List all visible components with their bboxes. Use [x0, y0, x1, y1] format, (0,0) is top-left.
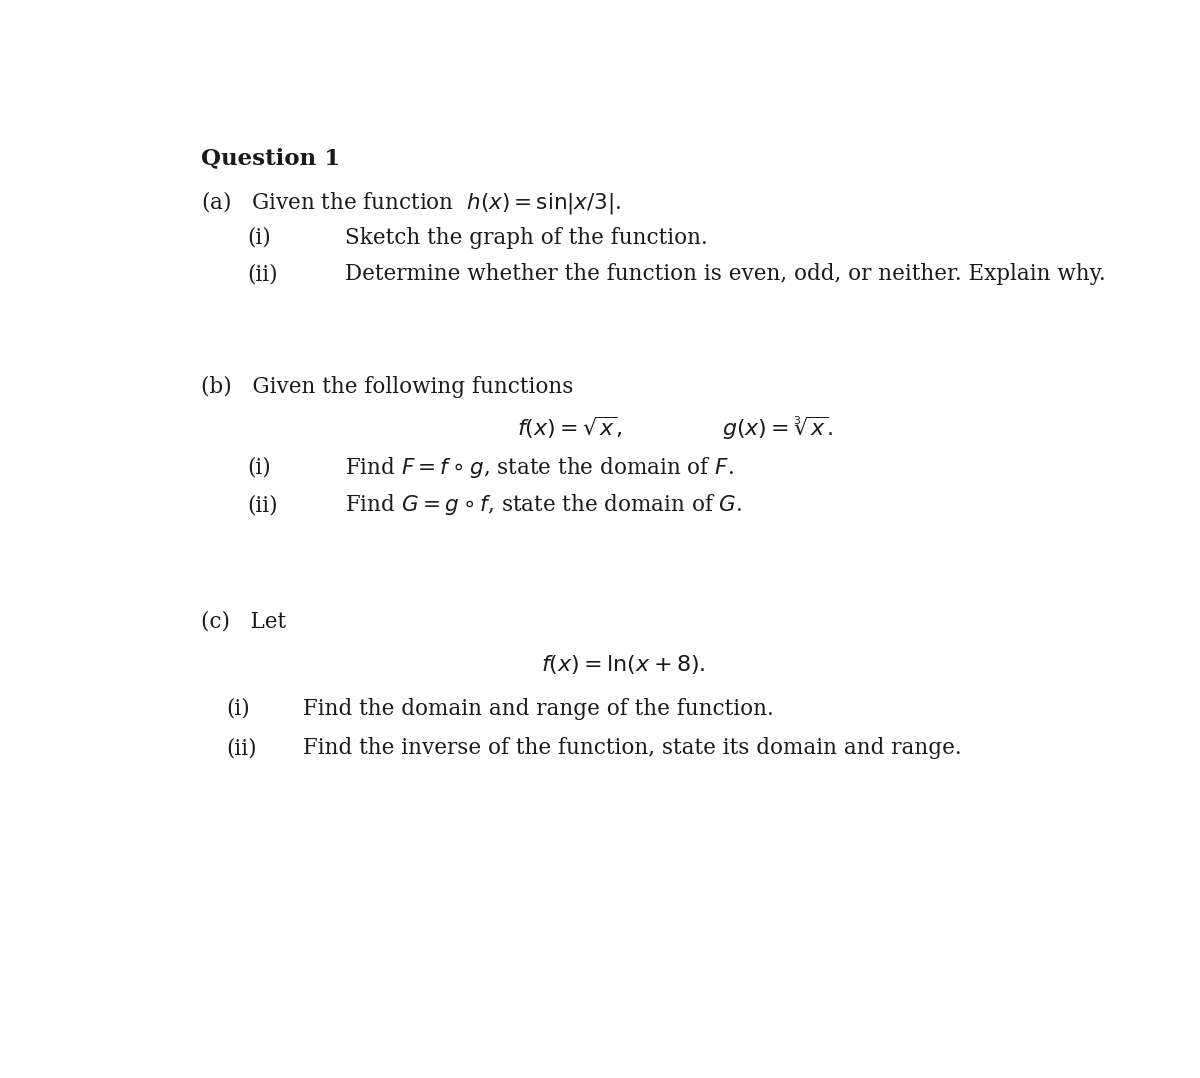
- Text: Find $F = f \circ g$, state the domain of $F$.: Find $F = f \circ g$, state the domain o…: [346, 455, 734, 480]
- Text: (a)   Given the function  $h(x) = \sin|x/3|$.: (a) Given the function $h(x) = \sin|x/3|…: [202, 189, 622, 216]
- Text: (ii): (ii): [247, 263, 278, 286]
- Text: $f(x) = \ln(x + 8).$: $f(x) = \ln(x + 8).$: [540, 652, 706, 676]
- Text: (i): (i): [247, 457, 271, 479]
- Text: Question 1: Question 1: [202, 148, 341, 169]
- Text: (ii): (ii): [247, 494, 278, 516]
- Text: Determine whether the function is even, odd, or neither. Explain why.: Determine whether the function is even, …: [346, 263, 1106, 286]
- Text: Find the inverse of the function, state its domain and range.: Find the inverse of the function, state …: [304, 737, 962, 759]
- Text: Find $G = g \circ f$, state the domain of $G$.: Find $G = g \circ f$, state the domain o…: [346, 493, 743, 517]
- Text: Sketch the graph of the function.: Sketch the graph of the function.: [346, 226, 708, 249]
- Text: $f(x) = \sqrt{x},$: $f(x) = \sqrt{x},$: [517, 415, 623, 442]
- Text: (i): (i): [227, 697, 250, 719]
- Text: (c)   Let: (c) Let: [202, 610, 287, 633]
- Text: Find the domain and range of the function.: Find the domain and range of the functio…: [304, 697, 774, 719]
- Text: (ii): (ii): [227, 737, 257, 759]
- Text: (b)   Given the following functions: (b) Given the following functions: [202, 376, 574, 398]
- Text: $g(x) = \sqrt[3]{x}.$: $g(x) = \sqrt[3]{x}.$: [722, 415, 833, 442]
- Text: (i): (i): [247, 226, 271, 249]
